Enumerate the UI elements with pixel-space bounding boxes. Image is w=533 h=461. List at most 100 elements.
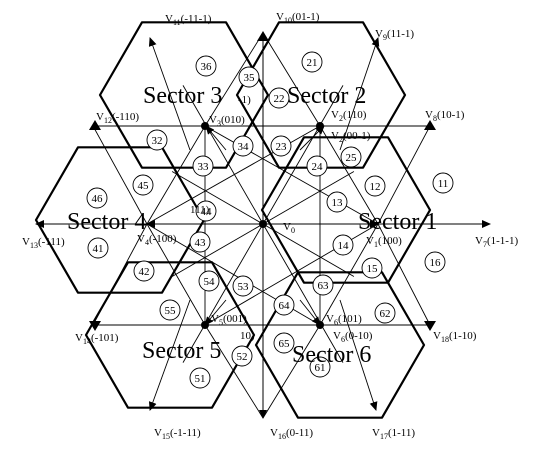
label-v10: V10(01-1)	[276, 11, 320, 25]
spoke-line-6	[171, 171, 264, 225]
region-65: 65	[273, 332, 295, 354]
region-12-circle	[364, 175, 386, 197]
region-33: 33	[192, 155, 214, 177]
label-v2b-main: V	[331, 130, 339, 142]
region-34-label: 34	[238, 141, 250, 153]
corner-marker-v18	[424, 321, 436, 331]
label-v4-code: (-100)	[149, 233, 177, 245]
region-35-circle	[238, 66, 260, 88]
label-v14: V14(-101)	[75, 332, 119, 346]
label-v1-code: (100)	[378, 235, 402, 247]
region-24-label: 24	[312, 161, 324, 173]
region-32-label: 32	[152, 135, 163, 147]
small-hex-diagonal-1	[146, 125, 321, 225]
region-45-label: 45	[138, 180, 150, 192]
small-hex-edge-2	[146, 125, 206, 225]
outer-link-a-2	[204, 32, 264, 127]
region-24: 24	[306, 155, 328, 177]
region-44: 44	[195, 200, 217, 222]
region-52-label: 52	[237, 351, 248, 363]
region-43-label: 43	[195, 237, 207, 249]
spoke-line-5	[182, 85, 264, 225]
region-54-label: 54	[204, 276, 216, 288]
region-43-circle	[189, 231, 211, 253]
region-42-label: 42	[139, 266, 150, 278]
region-11-label: 11	[438, 178, 449, 190]
label-v15: V15(-1-11)	[154, 427, 201, 441]
region-14-label: 14	[338, 240, 350, 252]
region-34: 34	[232, 135, 254, 157]
arrow-v3	[205, 125, 227, 151]
region-41-label: 41	[93, 243, 104, 255]
region-32-circle	[146, 129, 168, 151]
label-v8-sub: 8	[433, 114, 437, 123]
region-14-circle	[332, 234, 354, 256]
spoke-line-9	[182, 223, 264, 363]
region-25-circle	[340, 146, 362, 168]
label-v6-sub: 6	[334, 318, 338, 327]
region-13-circle	[326, 191, 348, 213]
label-v1-main: V	[366, 235, 374, 247]
region-21: 21	[301, 51, 323, 73]
label-v6-code: (101)	[338, 313, 362, 325]
sector-hexagon-6	[254, 271, 426, 419]
spoke-line-12	[262, 223, 355, 277]
label-v8-code: (10-1)	[437, 109, 465, 121]
label-v1-sub: 1	[374, 240, 378, 249]
arrow-v9	[339, 37, 380, 151]
region-53-label: 53	[238, 281, 250, 293]
sector-1-label: Sector 1	[358, 209, 437, 235]
label-v3-main: V	[209, 114, 217, 126]
region-23-label: 23	[276, 141, 288, 153]
label-v8-main: V	[425, 109, 433, 121]
label-v1: V1(100)	[366, 235, 402, 249]
region-41: 41	[87, 237, 109, 259]
small-hex-edge-5	[319, 223, 379, 326]
label-v9-main: V	[375, 28, 383, 40]
label-v13-main: V	[22, 236, 30, 248]
region-46: 46	[86, 187, 108, 209]
label-v16: V16(0-11)	[270, 427, 313, 441]
region-25-label: 25	[346, 152, 358, 164]
region-64-circle	[273, 294, 295, 316]
fragment-2: 111)	[190, 204, 210, 216]
outer-link-b-1	[377, 125, 431, 225]
region-36-label: 36	[201, 61, 213, 73]
region-55: 55	[159, 299, 181, 321]
region-44-label: 44	[201, 206, 213, 218]
fragment-1: -1)	[238, 94, 251, 106]
region-62: 62	[374, 302, 396, 324]
label-v3: V3(010)	[209, 114, 245, 128]
region-62-label: 62	[380, 308, 391, 320]
region-42-circle	[133, 260, 155, 282]
label-v18-sub: 18	[441, 335, 449, 344]
sector-6-label: Sector 6	[292, 342, 371, 368]
label-v6b: V6(0-10)	[333, 330, 373, 344]
label-v14-main: V	[75, 332, 83, 344]
arrow-v6	[299, 299, 321, 326]
label-v12-code: (-110)	[112, 111, 139, 123]
region-62-circle	[374, 302, 396, 324]
label-v7: V7(1-1-1)	[475, 235, 518, 249]
region-16-circle	[424, 251, 446, 273]
region-51-circle	[189, 367, 211, 389]
region-22-label: 22	[274, 93, 285, 105]
vector-arrows	[35, 31, 491, 419]
label-v14-code: (-101)	[91, 332, 119, 344]
region-33-label: 33	[198, 161, 210, 173]
region-12-label: 12	[370, 181, 381, 193]
label-v9-sub: 9	[383, 33, 387, 42]
label-v2-code: (110)	[343, 109, 367, 121]
label-v15-sub: 15	[162, 432, 170, 441]
label-v8: V8(10-1)	[425, 109, 465, 123]
region-46-circle	[86, 187, 108, 209]
arrow-v5	[204, 299, 227, 326]
label-v7-sub: 7	[483, 240, 487, 249]
label-v15-main: V	[154, 427, 162, 439]
region-54-circle	[198, 270, 220, 292]
region-36: 36	[195, 55, 217, 77]
spoke-line-8	[171, 223, 264, 277]
region-32: 32	[146, 129, 168, 151]
label-v13: V13(-111)	[22, 236, 65, 250]
